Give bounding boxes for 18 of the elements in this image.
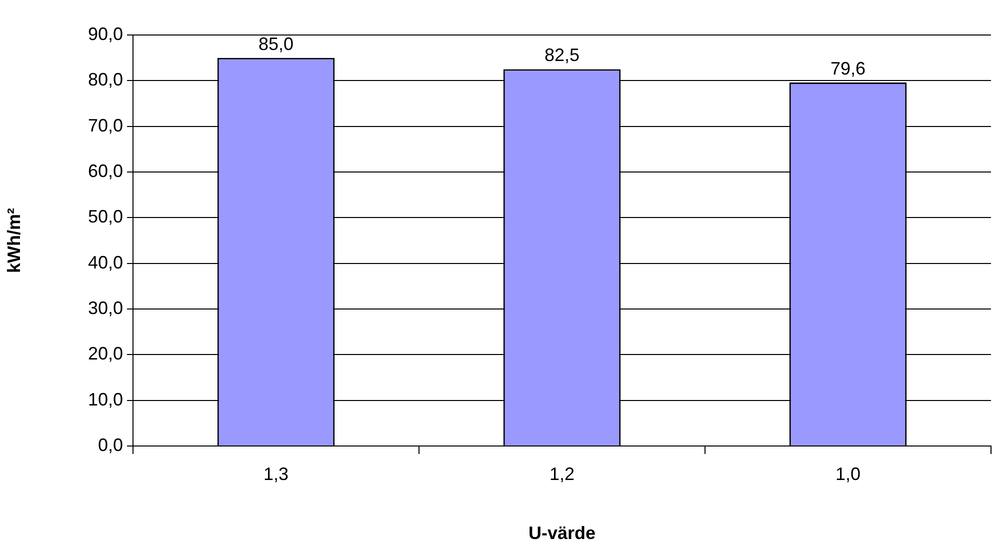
y-tick-label: 40,0 bbox=[88, 252, 123, 272]
x-tick-label: 1,0 bbox=[835, 464, 861, 484]
data-label: 82,5 bbox=[544, 45, 580, 66]
y-tick-label: 70,0 bbox=[88, 115, 123, 136]
x-axis-title: U-värde bbox=[528, 523, 596, 544]
y-tick-label: 80,0 bbox=[88, 70, 123, 90]
y-tick-label: 50,0 bbox=[88, 206, 123, 227]
x-tick-label: 1,2 bbox=[549, 464, 575, 484]
y-tick-label: 90,0 bbox=[88, 24, 123, 44]
y-tick-label: 0,0 bbox=[98, 434, 123, 455]
x-tick-label: 1,3 bbox=[263, 464, 289, 484]
y-tick-label: 20,0 bbox=[88, 344, 123, 364]
y-tick-label: 30,0 bbox=[88, 298, 123, 318]
y-axis-title: kWh/m² bbox=[4, 208, 24, 273]
data-label: 79,6 bbox=[830, 58, 866, 78]
y-tick-label: 60,0 bbox=[88, 160, 123, 181]
data-label: 85,0 bbox=[258, 34, 294, 54]
y-tick-label: 10,0 bbox=[88, 389, 123, 410]
